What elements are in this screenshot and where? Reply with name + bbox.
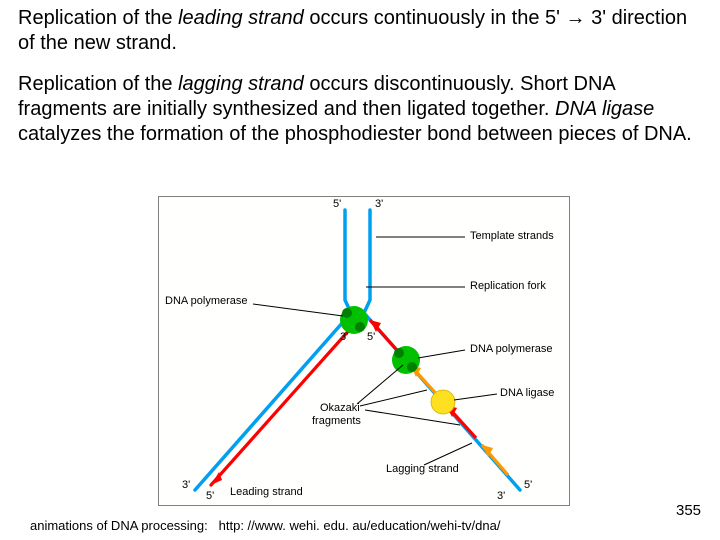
p1-pre: Replication of the <box>18 7 178 29</box>
p2-post: catalyzes the formation of the phosphodi… <box>18 123 692 145</box>
paragraph-leading-strand: Replication of the leading strand occurs… <box>18 6 702 56</box>
p2-lagging-strand: lagging strand <box>178 73 304 95</box>
label-dna-ligase: DNA ligase <box>500 388 554 399</box>
label-template-strands: Template strands <box>470 231 554 242</box>
label-okazaki: Okazaki <box>320 403 360 414</box>
label-dna-polymerase-left: DNA polymerase <box>165 296 248 307</box>
footer: animations of DNA processing: http: //ww… <box>30 518 500 534</box>
label-fork-5: 5' <box>367 332 375 343</box>
label-br-5: 5' <box>524 480 532 491</box>
p2-dna-ligase: DNA ligase <box>555 98 654 120</box>
label-top-5: 5' <box>333 199 341 210</box>
page-number: 355 <box>676 502 701 521</box>
label-leading-strand: Leading strand <box>230 487 303 498</box>
p1-leading-strand: leading strand <box>178 7 304 29</box>
label-lagging-strand: Lagging strand <box>386 464 459 475</box>
label-replication-fork: Replication fork <box>470 281 546 292</box>
label-bl-3: 3' <box>182 480 190 491</box>
footer-url: http: //www. wehi. edu. au/education/weh… <box>219 518 501 533</box>
page: Replication of the leading strand occurs… <box>0 0 720 540</box>
label-br-3: 3' <box>497 491 505 502</box>
label-fork-3: 3' <box>340 332 348 343</box>
label-top-3: 3' <box>375 199 383 210</box>
paragraph-lagging-strand: Replication of the lagging strand occurs… <box>18 72 708 147</box>
p1-mid: occurs continuously in the 5' <box>304 7 566 29</box>
p1-arrow: → <box>566 7 586 29</box>
label-dna-polymerase-right: DNA polymerase <box>470 344 553 355</box>
footer-label: animations of DNA processing: <box>30 518 208 533</box>
label-bl-5: 5' <box>206 491 214 502</box>
p2-pre: Replication of the <box>18 73 178 95</box>
label-fragments: fragments <box>312 416 361 427</box>
